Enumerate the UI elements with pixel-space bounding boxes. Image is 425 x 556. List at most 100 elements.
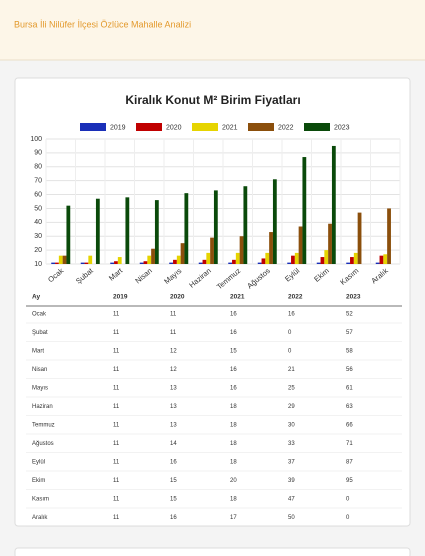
bar [269, 232, 273, 264]
legend-swatch [80, 123, 106, 131]
bar [202, 259, 207, 264]
table-cell: 30 [288, 423, 295, 429]
table-cell: 11 [170, 312, 177, 318]
table-cell: 11 [170, 330, 177, 336]
bar [84, 262, 89, 264]
table-cell: 18 [230, 460, 237, 466]
table-cell: 18 [230, 441, 237, 447]
table-cell: 11 [113, 330, 120, 336]
table-cell: 15 [170, 497, 177, 503]
table-cell: 63 [346, 404, 353, 410]
table-cell: 11 [113, 497, 120, 503]
bar [328, 223, 332, 264]
table-cell: 21 [288, 367, 295, 373]
table-header: 2019 [113, 294, 128, 301]
legend-label: 2020 [166, 124, 182, 131]
chart-title: Kiralık Konut M² Birim Fiyatları [125, 93, 300, 107]
bar [169, 262, 174, 264]
table-cell: 95 [346, 478, 353, 484]
legend-swatch [304, 123, 330, 131]
header-band [0, 0, 425, 60]
bar [55, 262, 59, 264]
table-cell: 11 [113, 312, 120, 318]
bar [125, 197, 130, 264]
table-header: 2022 [288, 294, 303, 301]
table-cell: 66 [346, 423, 353, 429]
table-cell: 29 [288, 404, 295, 410]
bar [58, 255, 63, 264]
table-cell: 11 [113, 404, 120, 410]
bar [176, 255, 181, 264]
table-cell: 20 [230, 478, 237, 484]
bar [272, 179, 277, 264]
bar [316, 262, 321, 264]
bar [383, 254, 388, 264]
bars [51, 145, 391, 264]
table-cell: Nisan [32, 367, 47, 373]
table-cell: 18 [230, 423, 237, 429]
legend-swatch [248, 123, 274, 131]
bar [324, 250, 329, 264]
table-header: 2020 [170, 294, 185, 301]
bar [261, 258, 266, 264]
table-cell: 16 [230, 330, 237, 336]
legend-label: 2022 [278, 124, 294, 131]
table-cell: 14 [170, 441, 177, 447]
bar [243, 186, 248, 264]
table-header: 2021 [230, 294, 245, 301]
bar [62, 255, 67, 264]
table-cell: 16 [230, 312, 237, 318]
legend-swatch [192, 123, 218, 131]
table-cell: 57 [346, 330, 353, 336]
table-cell: Kasım [32, 497, 49, 503]
bar [66, 205, 71, 264]
bar [147, 255, 152, 264]
table-cell: 18 [230, 497, 237, 503]
table-cell: 16 [170, 460, 177, 466]
bar [375, 262, 380, 264]
table-cell: 13 [170, 404, 177, 410]
y-tick-label: 90 [34, 150, 42, 157]
bar [228, 262, 233, 264]
table-cell: 0 [288, 349, 292, 355]
y-tick-label: 30 [34, 233, 42, 240]
y-tick-label: 10 [34, 261, 42, 268]
table-cell: 25 [288, 386, 295, 392]
legend-label: 2021 [222, 124, 238, 131]
table-cell: 12 [170, 367, 177, 373]
bar [114, 261, 118, 264]
table-cell: 17 [230, 515, 237, 521]
table-cell: 13 [170, 386, 177, 392]
table-cell: 0 [288, 330, 292, 336]
bar [379, 255, 384, 264]
table-cell: 47 [288, 497, 295, 503]
bar [331, 145, 336, 264]
bar [239, 236, 244, 264]
table-cell: 11 [113, 423, 120, 429]
table-cell: 39 [288, 478, 295, 484]
y-tick-label: 70 [34, 178, 42, 185]
bar [320, 257, 325, 264]
table-cell: Ağustos [32, 441, 54, 447]
table-cell: 0 [346, 515, 350, 521]
y-tick-label: 20 [34, 247, 42, 254]
y-tick-label: 80 [34, 164, 42, 171]
table-cell: 71 [346, 441, 353, 447]
table-cell: 0 [346, 497, 350, 503]
table-cell: 11 [113, 367, 120, 373]
bar [80, 262, 85, 264]
bar [184, 193, 189, 264]
bar [210, 237, 214, 264]
table-cell: Mart [32, 349, 44, 355]
y-tick-label: 100 [30, 136, 42, 143]
table-cell: 50 [288, 515, 295, 521]
table-cell: Aralık [32, 515, 48, 521]
bar [88, 255, 93, 264]
table-cell: 13 [170, 423, 177, 429]
table-cell: Eylül [32, 460, 45, 466]
table-cell: Mayıs [32, 386, 48, 392]
table-cell: 11 [113, 478, 120, 484]
bar [357, 212, 362, 264]
table-cell: 11 [113, 515, 120, 521]
bar [257, 262, 262, 264]
